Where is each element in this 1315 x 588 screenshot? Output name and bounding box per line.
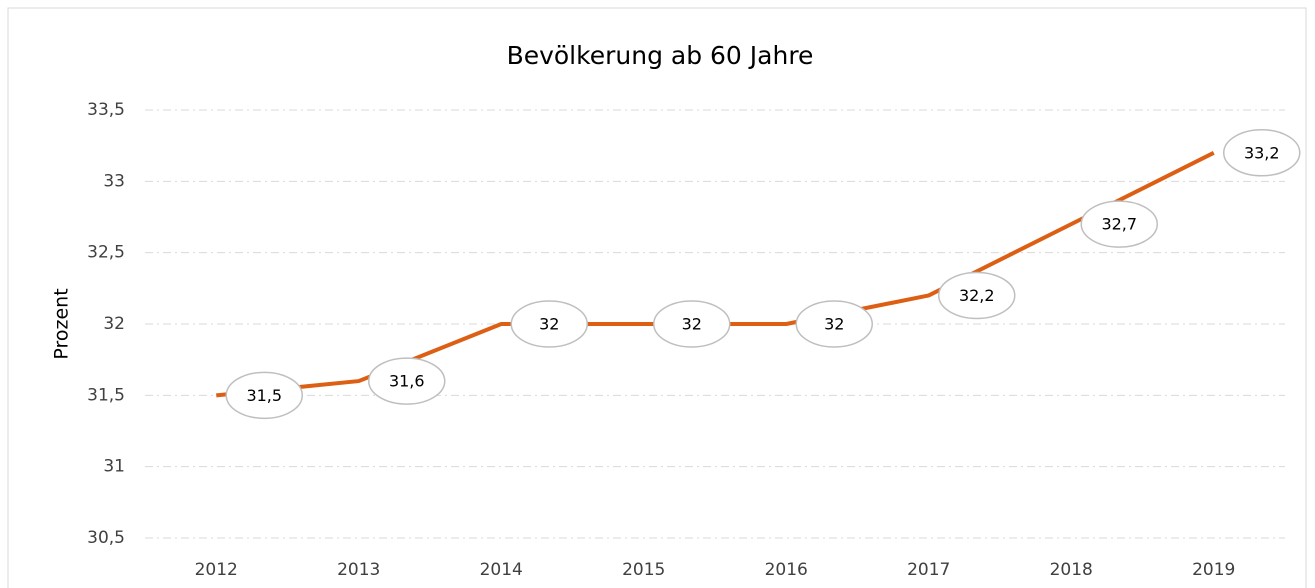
x-tick-label: 2015 bbox=[622, 560, 665, 580]
x-tick-label: 2014 bbox=[480, 560, 523, 580]
data-label: 31,5 bbox=[246, 386, 282, 405]
data-label-bubble bbox=[368, 357, 446, 405]
y-tick-label: 31 bbox=[103, 457, 125, 477]
data-label-bubble bbox=[795, 300, 873, 348]
chart-title: Bevölkerung ab 60 Jahre bbox=[507, 41, 814, 70]
x-tick-label: 2016 bbox=[765, 560, 808, 580]
data-label-bubble bbox=[653, 300, 731, 348]
x-tick-label: 2019 bbox=[1192, 560, 1235, 580]
data-label-bubble bbox=[938, 271, 1016, 320]
data-label-bubble bbox=[510, 300, 588, 348]
x-tick-label: 2013 bbox=[337, 560, 380, 580]
y-tick-label: 33 bbox=[103, 171, 125, 191]
data-label-bubble bbox=[225, 371, 303, 420]
x-tick-label: 2017 bbox=[907, 560, 950, 580]
y-tick-label: 32 bbox=[103, 314, 125, 334]
data-label: 31,6 bbox=[389, 372, 425, 391]
data-label: 32,7 bbox=[1101, 215, 1137, 234]
y-tick-label: 32,5 bbox=[87, 243, 125, 263]
chart-frame bbox=[7, 7, 1307, 588]
y-tick-label: 30,5 bbox=[87, 528, 125, 548]
data-label-bubble bbox=[1223, 129, 1301, 177]
data-label: 32 bbox=[824, 315, 844, 334]
x-tick-label: 2012 bbox=[195, 560, 238, 580]
data-label: 32,2 bbox=[959, 286, 995, 305]
y-axis-label: Prozent bbox=[51, 288, 73, 359]
y-tick-label: 33,5 bbox=[87, 100, 125, 120]
data-label: 33,2 bbox=[1244, 143, 1280, 162]
y-tick-label: 31,5 bbox=[87, 385, 125, 405]
x-tick-label: 2018 bbox=[1050, 560, 1093, 580]
data-label: 32 bbox=[682, 315, 702, 334]
data-label-bubble bbox=[1080, 200, 1158, 248]
data-label: 32 bbox=[539, 315, 559, 334]
